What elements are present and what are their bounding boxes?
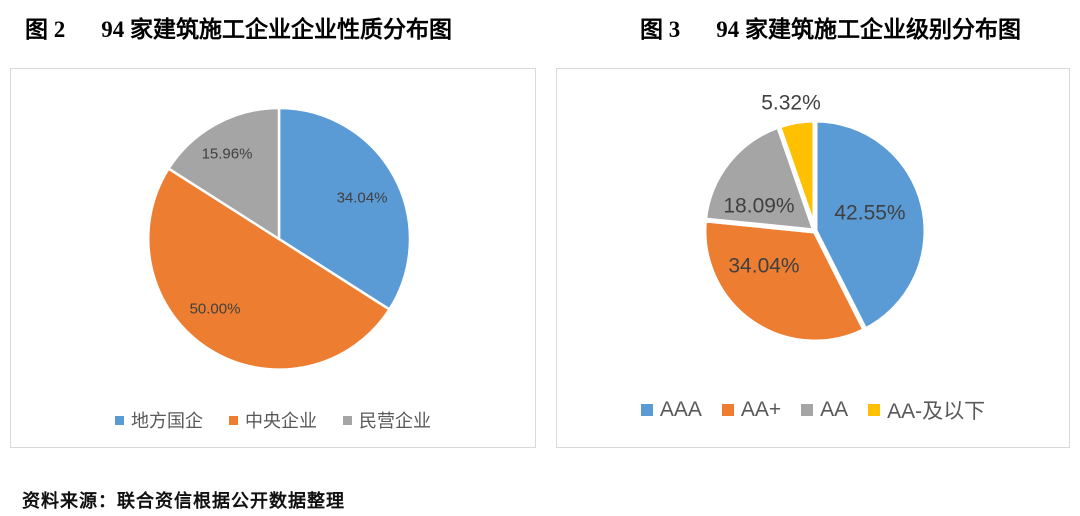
pie-slice-AA-及以下 (776, 117, 818, 234)
legend-item-AA-及以下: AA-及以下 (868, 395, 985, 425)
legend-swatch (229, 415, 238, 425)
legend-swatch (868, 404, 881, 416)
pie-slice-value-label: 5.32% (761, 92, 821, 115)
legend-item-民营企业: 民营企业 (343, 407, 431, 433)
pie-slice-value-label: 34.04% (728, 255, 799, 278)
figure2-tag: 图 2 (25, 17, 66, 42)
legend-label: AA (820, 398, 849, 421)
figure2-chart-panel: 34.04% 50.00% 15.96% 地方国企 中央企业 民营企业 (10, 68, 536, 448)
pie-slice-AAA (812, 117, 929, 333)
legend-swatch (801, 404, 814, 416)
legend-label: 地方国企 (131, 411, 203, 431)
legend-swatch (721, 404, 734, 416)
pie-slice-AA+ (701, 217, 868, 345)
legend-item-AA: AA (801, 398, 848, 422)
pie-slice-value-label: 42.55% (834, 202, 905, 225)
pie-slice-value-label: 18.09% (723, 195, 794, 218)
figure3-title: 图 3 94 家建筑施工企业级别分布图 (640, 10, 1021, 44)
figure3-pie-chart: 42.55% 34.04% 18.09% 5.32% (701, 92, 929, 345)
pie-slice-中央企业 (146, 167, 391, 371)
legend-label: 民营企业 (359, 411, 431, 431)
legend-swatch (115, 415, 124, 425)
legend-label: 中央企业 (245, 411, 317, 431)
figure3-legend: AAA AA+ AA AA-及以下 (557, 395, 1069, 425)
figure2-title: 图 2 94 家建筑施工企业企业性质分布图 (25, 10, 452, 44)
pie-slice-value-label: 50.00% (190, 301, 241, 318)
legend-label: AA+ (740, 398, 782, 421)
legend-item-AAA: AAA (640, 398, 702, 422)
figure3-tag: 图 3 (640, 17, 681, 42)
legend-label: AA-及以下 (887, 400, 986, 423)
source-note: 资料来源：联合资信根据公开数据整理 (22, 491, 345, 511)
legend-label: AAA (659, 398, 702, 421)
figure2-legend: 地方国企 中央企业 民营企业 (11, 407, 535, 433)
figure3-chart-panel: 42.55% 34.04% 18.09% 5.32% AAA AA+ AA AA-及以下 (556, 68, 1070, 448)
legend-swatch (640, 404, 653, 416)
pie-slice-value-label: 34.04% (337, 190, 388, 207)
legend-item-地方国企: 地方国企 (115, 407, 203, 433)
pie-slice-value-label: 15.96% (202, 146, 253, 163)
figure3-title-text: 94 家建筑施工企业级别分布图 (716, 17, 1021, 42)
legend-item-AA+: AA+ (721, 398, 782, 422)
legend-item-中央企业: 中央企业 (229, 407, 317, 433)
pie-slice-民营企业 (167, 106, 281, 241)
figure2-title-text: 94 家建筑施工企业企业性质分布图 (101, 17, 452, 42)
legend-swatch (343, 415, 352, 425)
figure2-pie-chart: 34.04% 50.00% 15.96% (146, 106, 412, 371)
